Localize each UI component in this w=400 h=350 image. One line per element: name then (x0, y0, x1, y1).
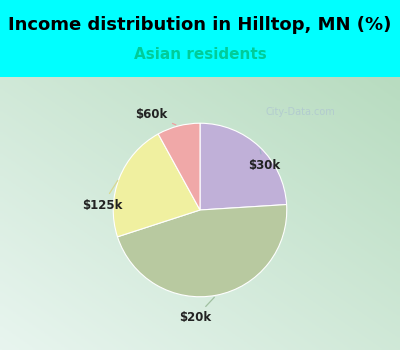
Text: $125k: $125k (82, 180, 122, 212)
Text: Asian residents: Asian residents (134, 47, 266, 62)
Text: $20k: $20k (179, 297, 214, 324)
Text: Income distribution in Hilltop, MN (%): Income distribution in Hilltop, MN (%) (8, 16, 392, 34)
Text: $30k: $30k (248, 149, 280, 173)
Wedge shape (118, 204, 287, 297)
Wedge shape (113, 134, 200, 237)
Wedge shape (158, 123, 200, 210)
Text: City-Data.com: City-Data.com (265, 107, 335, 118)
Wedge shape (200, 123, 286, 210)
Text: $60k: $60k (135, 108, 176, 125)
